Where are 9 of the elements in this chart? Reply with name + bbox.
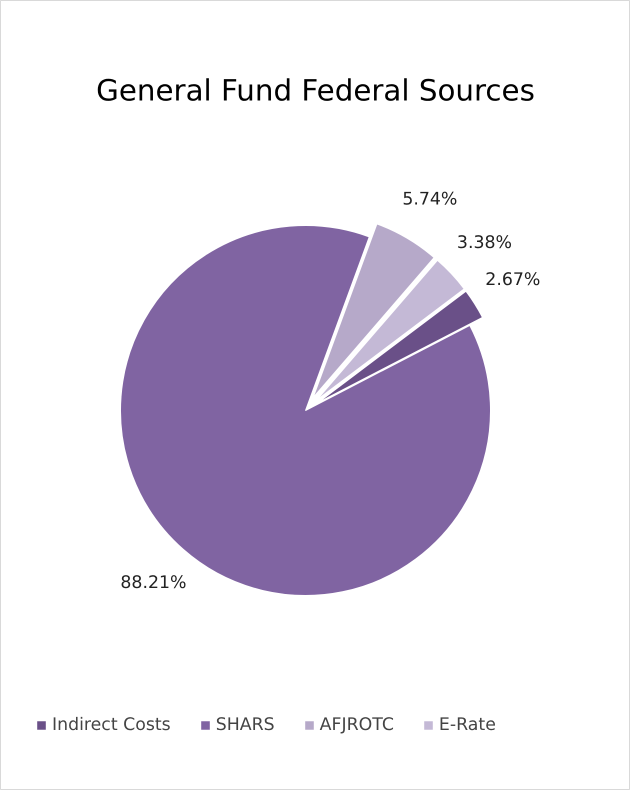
legend-label: AFJROTC (320, 715, 394, 735)
legend-label: Indirect Costs (52, 715, 171, 735)
chart-title: General Fund Federal Sources (96, 74, 535, 108)
data-label: 88.21% (120, 573, 186, 594)
legend-label: SHARS (216, 715, 275, 735)
data-label: 5.74% (402, 189, 458, 210)
data-label: 3.38% (456, 233, 512, 254)
data-label: 2.67% (485, 270, 540, 290)
legend-label: E-Rate (438, 715, 496, 735)
